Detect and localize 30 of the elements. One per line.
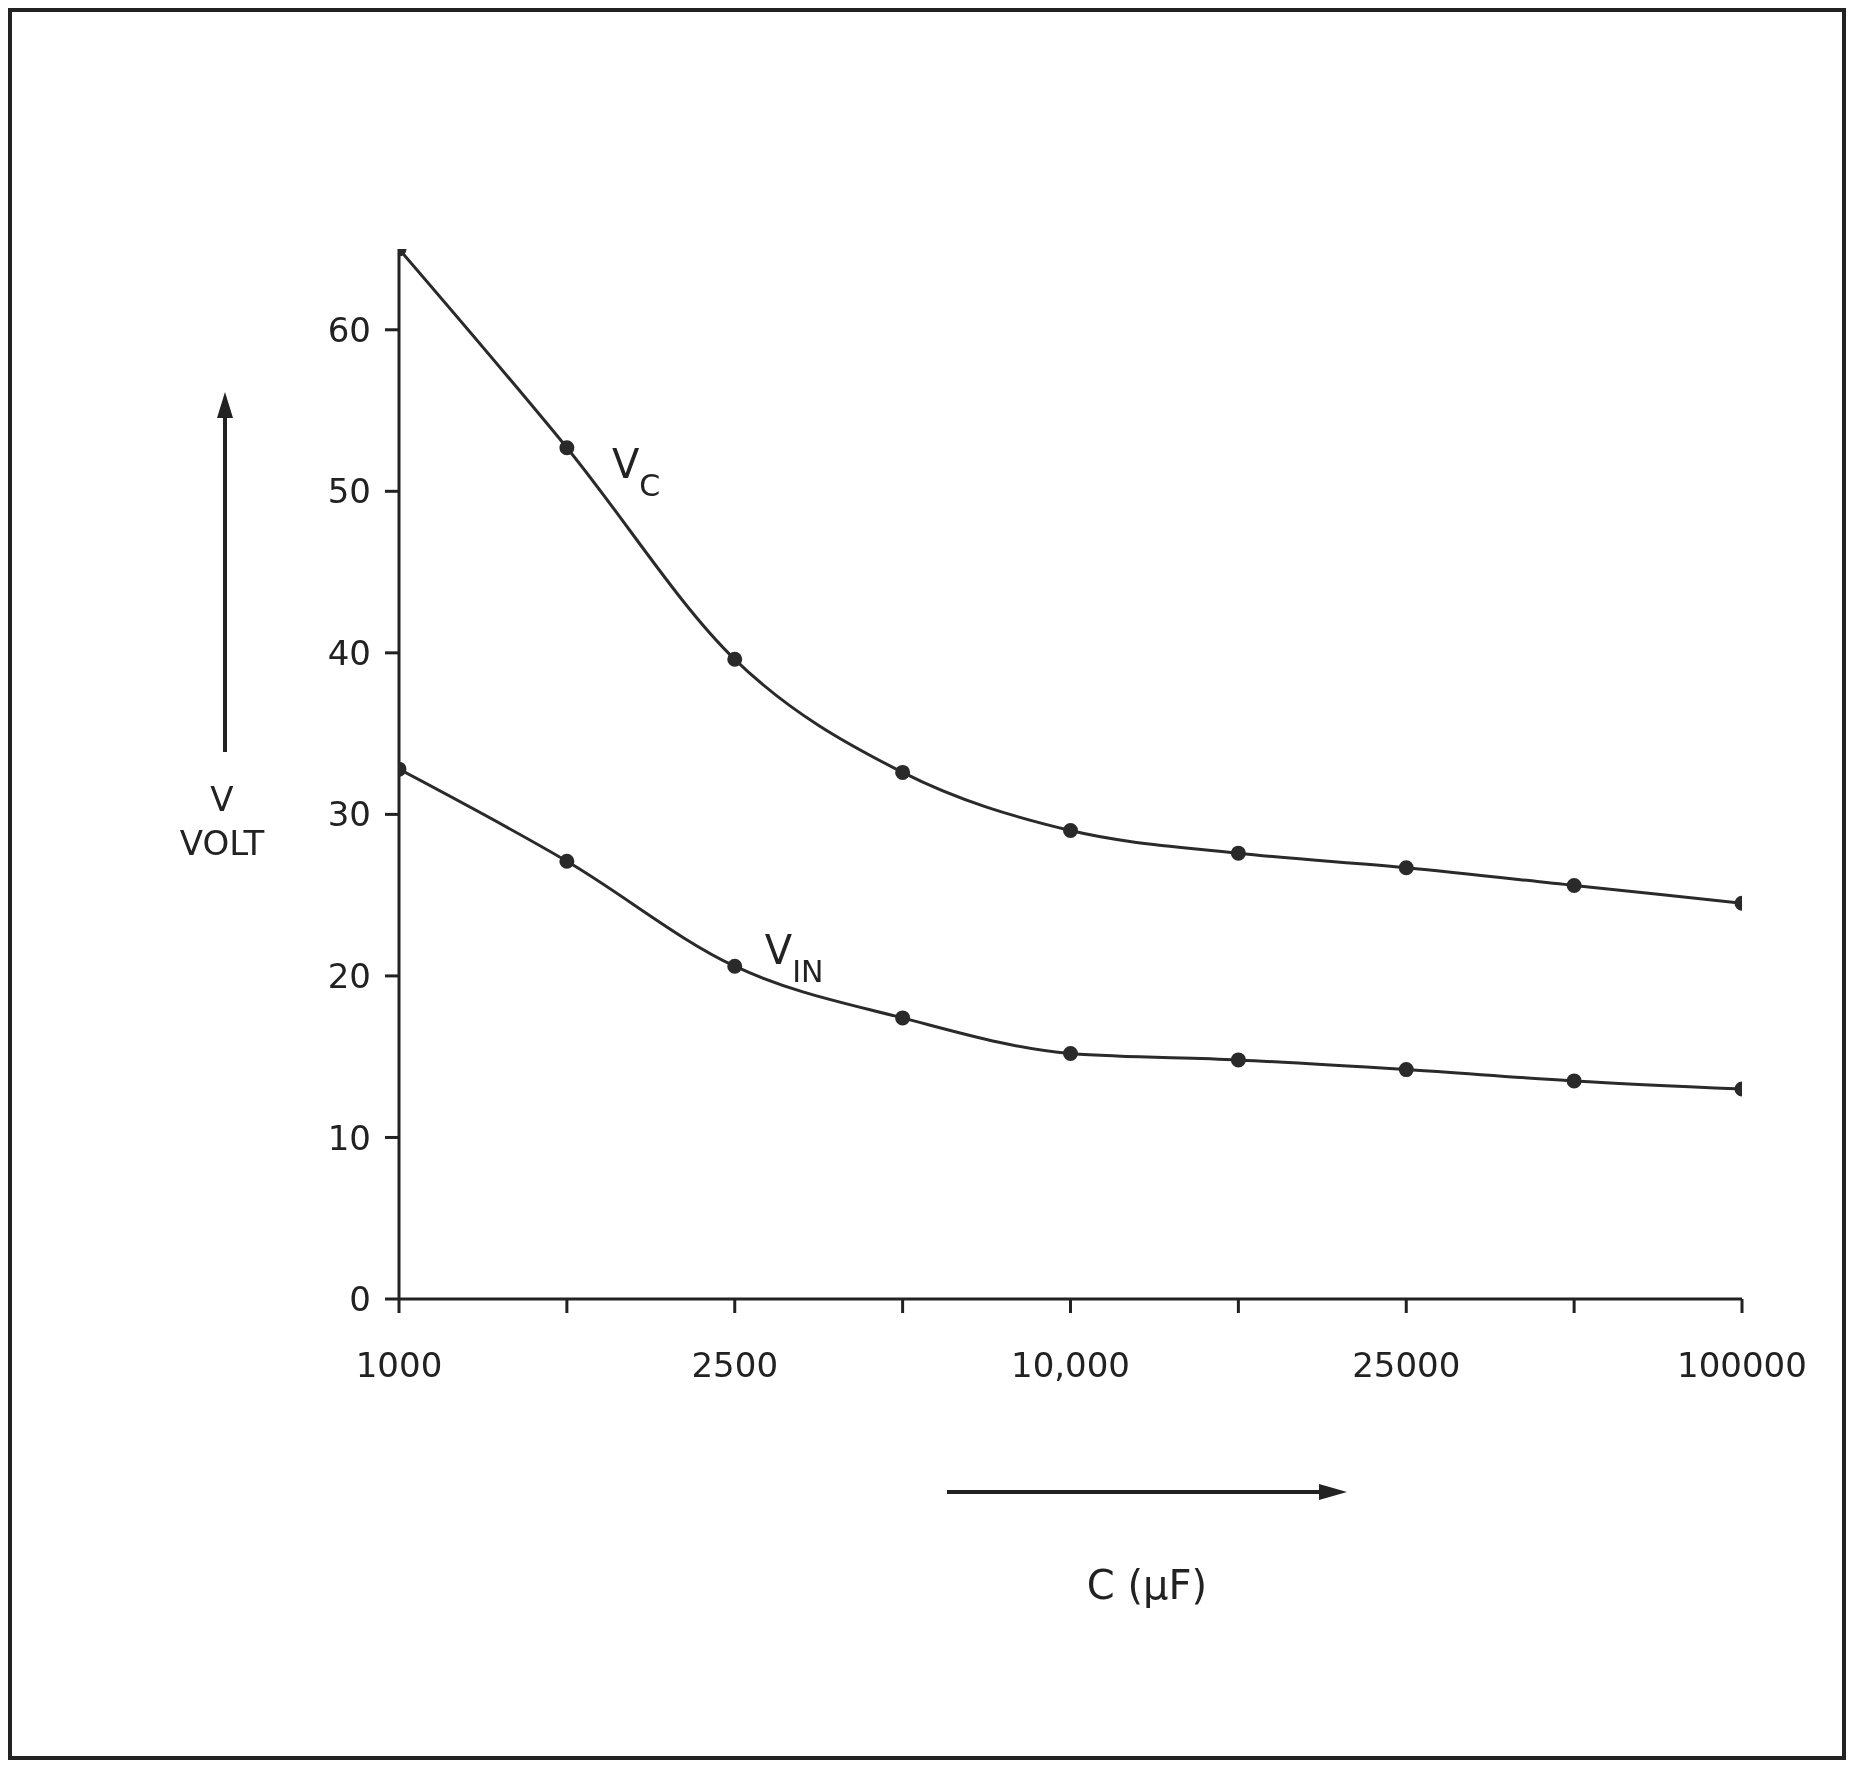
y-tick-label: 10	[327, 1117, 371, 1158]
y-tick-label: 60	[327, 309, 371, 350]
y-tick-label: 40	[327, 632, 371, 673]
point	[895, 1010, 911, 1026]
y-axis-title: V VOLT	[178, 778, 266, 865]
point	[1063, 1045, 1078, 1061]
point	[895, 764, 911, 780]
point	[1230, 845, 1246, 861]
x-tick-label: 25000	[1352, 1345, 1461, 1386]
point	[1230, 1052, 1246, 1068]
point	[559, 853, 575, 869]
point	[1398, 860, 1414, 876]
y-tick-label: 50	[327, 471, 371, 512]
y-tick-label: 20	[327, 955, 371, 996]
series-label: V$_{C}$	[611, 440, 661, 503]
x-tick-label: 100000	[1677, 1345, 1807, 1386]
y-tick-label: 30	[327, 794, 371, 835]
x-tick-label: 10,000	[1011, 1345, 1130, 1386]
point	[1566, 1073, 1582, 1089]
point	[1398, 1062, 1414, 1078]
y-tick-label: 0	[349, 1279, 371, 1320]
series-label: V$_{IN}$	[764, 927, 824, 989]
point	[727, 958, 743, 974]
x-tick-label: 2500	[691, 1345, 779, 1386]
point	[1063, 823, 1078, 839]
x-axis-title: C (μF)	[1085, 1562, 1209, 1608]
point	[1566, 877, 1582, 893]
point	[559, 440, 575, 456]
point	[727, 651, 743, 667]
x-tick-label: 1000	[355, 1345, 443, 1386]
